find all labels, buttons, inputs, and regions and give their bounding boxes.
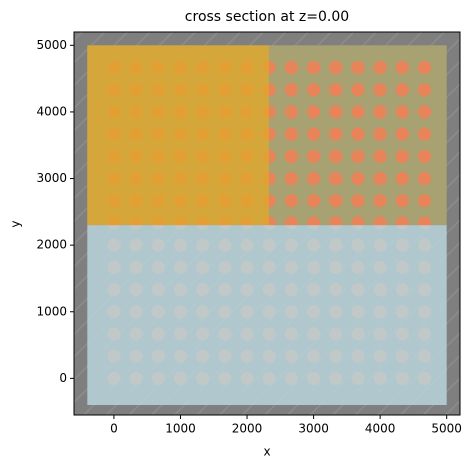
hole (351, 194, 365, 208)
hole (351, 60, 365, 75)
hole (373, 149, 387, 164)
region (87, 45, 269, 226)
hole (306, 171, 321, 186)
hole (417, 194, 432, 208)
y-tick-label: 3000 (36, 171, 67, 185)
hole (417, 83, 432, 97)
hole (284, 60, 299, 75)
hole (351, 105, 365, 119)
x-tick-label: 2000 (232, 422, 263, 436)
hole (395, 83, 409, 97)
chart-title: cross section at z=0.00 (185, 9, 349, 25)
hole (395, 105, 409, 119)
hole (306, 194, 321, 208)
hole (417, 127, 432, 141)
hole (395, 127, 409, 141)
y-tick-label: 1000 (36, 304, 67, 318)
hole (306, 105, 321, 119)
hole (373, 171, 387, 186)
x-axis-label: x (263, 445, 270, 459)
hole (351, 171, 365, 186)
hole (351, 127, 365, 141)
hole (329, 83, 343, 97)
x-tick-label: 3000 (298, 422, 329, 436)
axes-frame (73, 31, 461, 416)
y-tick-label: 5000 (36, 38, 67, 52)
y-tick-label: 4000 (36, 104, 67, 118)
hole (329, 194, 343, 208)
hole (395, 149, 409, 164)
hole (329, 127, 343, 141)
hole (284, 149, 299, 164)
x-tick-label: 5000 (431, 422, 462, 436)
y-tick-label: 0 (59, 371, 67, 385)
hole (373, 60, 387, 75)
hole (351, 149, 365, 164)
hole (395, 60, 409, 75)
hole (373, 105, 387, 119)
hole (417, 171, 432, 186)
x-tick-label: 0 (110, 422, 118, 436)
x-tick-label: 4000 (365, 422, 396, 436)
hole (395, 171, 409, 186)
hole (306, 149, 321, 164)
hole (306, 60, 321, 75)
y-axis-label: y (9, 220, 23, 227)
hole (329, 171, 343, 186)
hole (351, 83, 365, 97)
y-tick-label: 2000 (36, 238, 67, 252)
hole (329, 60, 343, 75)
hole (306, 127, 321, 141)
hole (395, 194, 409, 208)
hole (284, 83, 299, 97)
hole (329, 149, 343, 164)
hole (329, 105, 343, 119)
hole (284, 194, 299, 208)
hole (373, 83, 387, 97)
hole (417, 149, 432, 164)
plot-area (74, 32, 460, 415)
hole (284, 171, 299, 186)
hole (284, 127, 299, 141)
hole (417, 60, 432, 75)
hole (306, 83, 321, 97)
hole (373, 194, 387, 208)
hole (373, 127, 387, 141)
hole (417, 105, 432, 119)
hole (284, 105, 299, 119)
x-tick-label: 1000 (165, 422, 196, 436)
region (87, 225, 447, 406)
